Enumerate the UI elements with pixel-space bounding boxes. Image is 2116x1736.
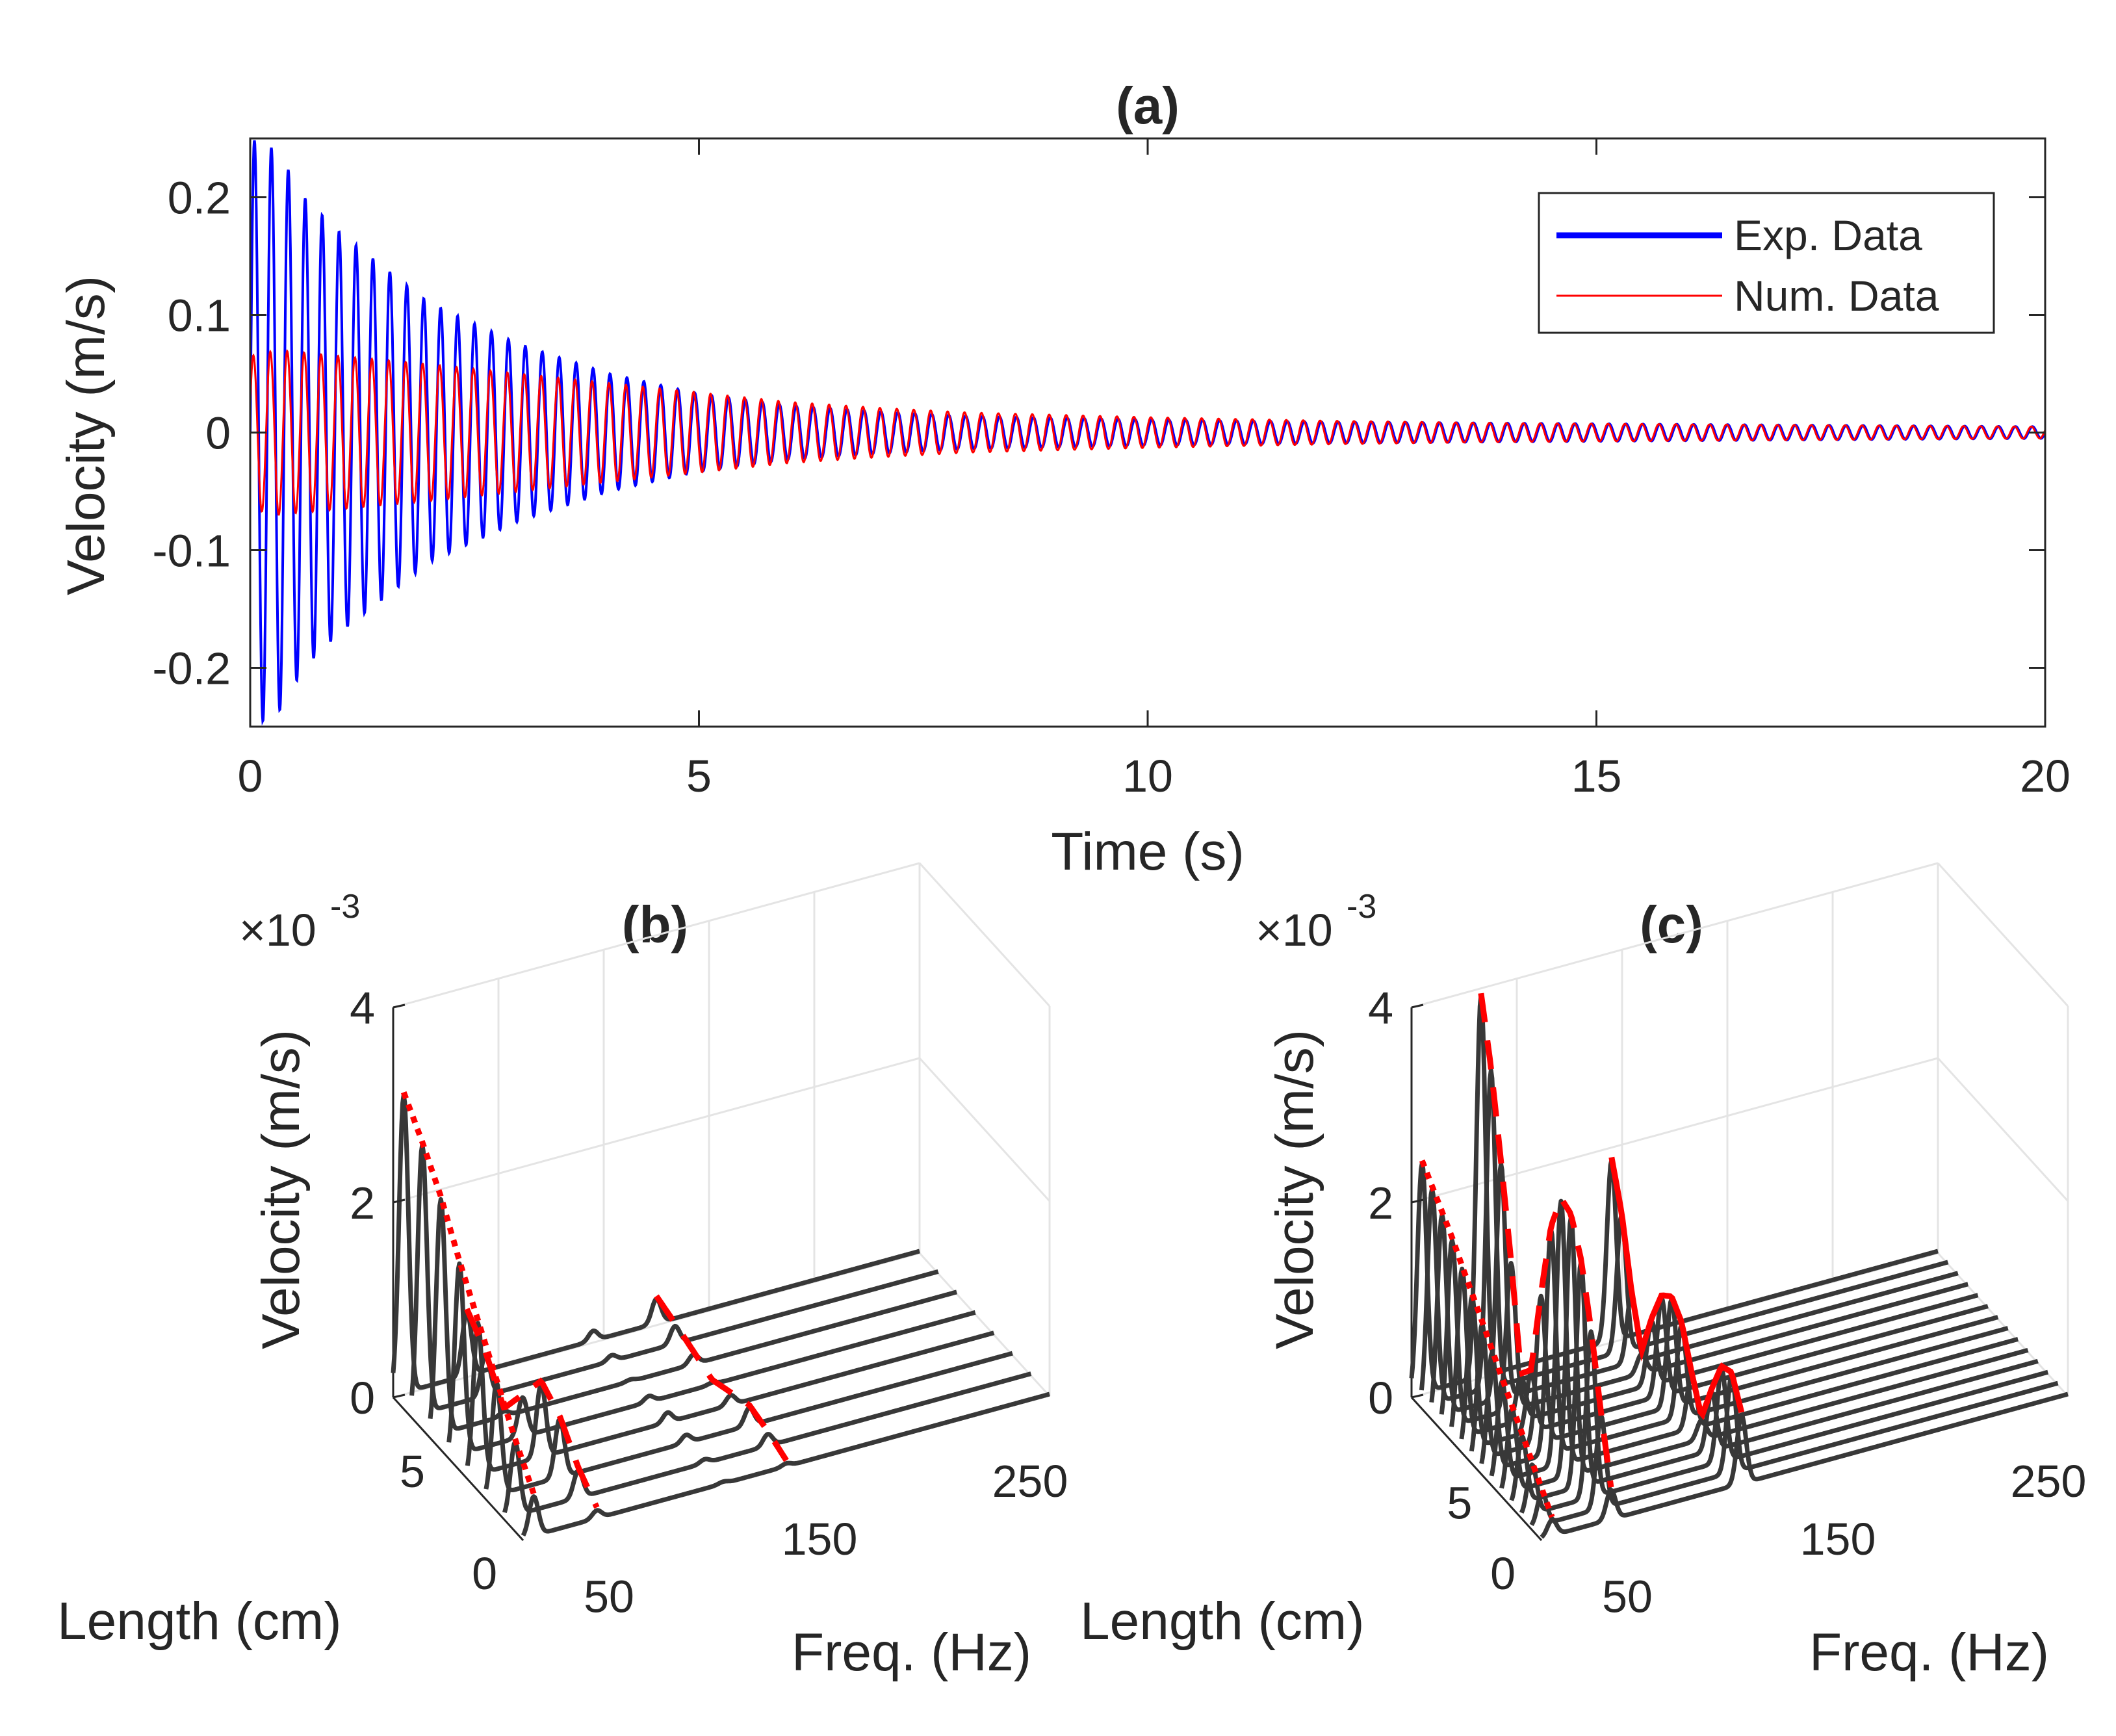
fit-curve-dashed xyxy=(654,1294,789,1462)
panel-b-exponent-base: ×10 xyxy=(239,905,316,955)
length-axis-line xyxy=(1410,1396,1543,1542)
length-tick-label: 0 xyxy=(472,1548,497,1599)
z-tick xyxy=(1411,1004,1424,1009)
panel-b-xlabel: Freq. (Hz) xyxy=(792,1623,1031,1682)
right-top-edge xyxy=(918,862,1051,1007)
panel-a: (a) 0 5 10 15 20 -0.2 -0.1 0 0.1 0.2 Time (s) Vel… xyxy=(57,77,2071,881)
z-tick xyxy=(1411,1393,1424,1399)
trace-line xyxy=(1479,1226,2009,1468)
z-tick-label: 2 xyxy=(1368,1178,1393,1228)
panel-a-xlabel: Time (s) xyxy=(1051,822,1245,881)
legend-exp-label: Exp. Data xyxy=(1734,211,1922,259)
z-tick-label: 4 xyxy=(350,983,375,1033)
panel-c-exponent-power: -3 xyxy=(1347,888,1376,926)
y-tick-label: -0.1 xyxy=(152,526,231,577)
legend-box xyxy=(1538,192,1995,334)
num-dataline xyxy=(250,349,2045,516)
panel-b-exponent-power: -3 xyxy=(330,888,360,926)
panel-c-zlabel: Velocity (m/s) xyxy=(1265,1030,1324,1349)
back-top-edge xyxy=(393,862,920,1009)
panel-b-ticks: 0 2 4 05 50 150 250 xyxy=(350,983,1068,1622)
x-tick-label: 0 xyxy=(238,751,263,801)
panel-c-title: (c) xyxy=(1640,896,1703,953)
fit-curve-dotted xyxy=(1419,1159,1555,1518)
z-tick-label: 4 xyxy=(1368,983,1393,1033)
length-tick-label: 5 xyxy=(1447,1478,1472,1529)
trace-line xyxy=(502,1371,1033,1514)
fit-curve-solid xyxy=(1608,1156,1745,1420)
z-tick-label: 0 xyxy=(1368,1373,1393,1423)
length-axis-line xyxy=(392,1396,524,1542)
panel-b-3d-box xyxy=(392,862,1051,1542)
y-tick-label: 0.1 xyxy=(168,291,231,341)
freq-tick-label: 50 xyxy=(584,1572,634,1622)
z-tick xyxy=(1411,1198,1424,1204)
trace-line xyxy=(1489,1198,2019,1479)
panel-b-ylabel: Length (cm) xyxy=(57,1592,342,1651)
panel-a-axes: 0 5 10 15 20 -0.2 -0.1 0 0.1 0.2 xyxy=(152,137,2071,801)
x-tick-label: 5 xyxy=(686,751,712,801)
panel-b-zlabel: Velocity (m/s) xyxy=(252,1030,311,1349)
legend: Exp. Data Num. Data xyxy=(1538,192,1995,334)
freq-tick-label: 250 xyxy=(2011,1456,2087,1507)
panel-c-ylabel: Length (cm) xyxy=(1080,1592,1365,1651)
fit-curve-dotted xyxy=(400,1091,537,1495)
x-tick-label: 10 xyxy=(1122,751,1173,801)
fit-curve-dashed xyxy=(464,1308,600,1509)
legend-num-label: Num. Data xyxy=(1734,272,1939,320)
x-tick-label: 15 xyxy=(1571,751,1622,801)
panel-a-ylabel: Velocity (m/s) xyxy=(57,276,116,595)
freq-tick-label: 250 xyxy=(992,1456,1068,1507)
right-top-edge xyxy=(1937,862,2069,1007)
trace-line xyxy=(1540,1392,2069,1539)
y-tick-label: -0.2 xyxy=(152,643,231,694)
trace-line xyxy=(521,1392,1051,1536)
panel-b-fit-curves xyxy=(400,1091,789,1509)
panel-c-exponent-base: ×10 xyxy=(1256,905,1333,955)
panel-b-title: (b) xyxy=(622,896,688,953)
right-mid-grid xyxy=(1937,1057,2069,1202)
z-tick-label: 0 xyxy=(350,1373,375,1423)
num-data-series xyxy=(250,349,2045,516)
z-tick-label: 2 xyxy=(350,1178,375,1228)
y-tick-label: 0 xyxy=(205,408,231,459)
length-tick-label: 0 xyxy=(1490,1548,1516,1599)
fit-curve-dashed xyxy=(1478,992,1614,1488)
z-tick xyxy=(393,1198,406,1204)
back-mid-grid xyxy=(393,1057,920,1204)
trace-line xyxy=(1499,1215,2030,1490)
trace-line xyxy=(1529,1373,2059,1527)
z-tick xyxy=(393,1393,406,1399)
z-tick xyxy=(393,1004,406,1009)
panel-a-title: (a) xyxy=(1116,77,1180,135)
back-top-edge xyxy=(1411,862,1939,1009)
freq-tick-label: 150 xyxy=(782,1514,858,1564)
freq-tick-label: 50 xyxy=(1602,1572,1653,1622)
freq-tick-label: 150 xyxy=(1800,1514,1876,1564)
right-mid-grid xyxy=(918,1057,1051,1202)
length-tick-label: 5 xyxy=(400,1446,425,1497)
y-tick-label: 0.2 xyxy=(168,173,231,224)
panel-c-fit-curves xyxy=(1419,992,1745,1518)
x-tick-label: 20 xyxy=(2020,751,2071,801)
panel-c-xlabel: Freq. (Hz) xyxy=(1809,1623,2049,1682)
